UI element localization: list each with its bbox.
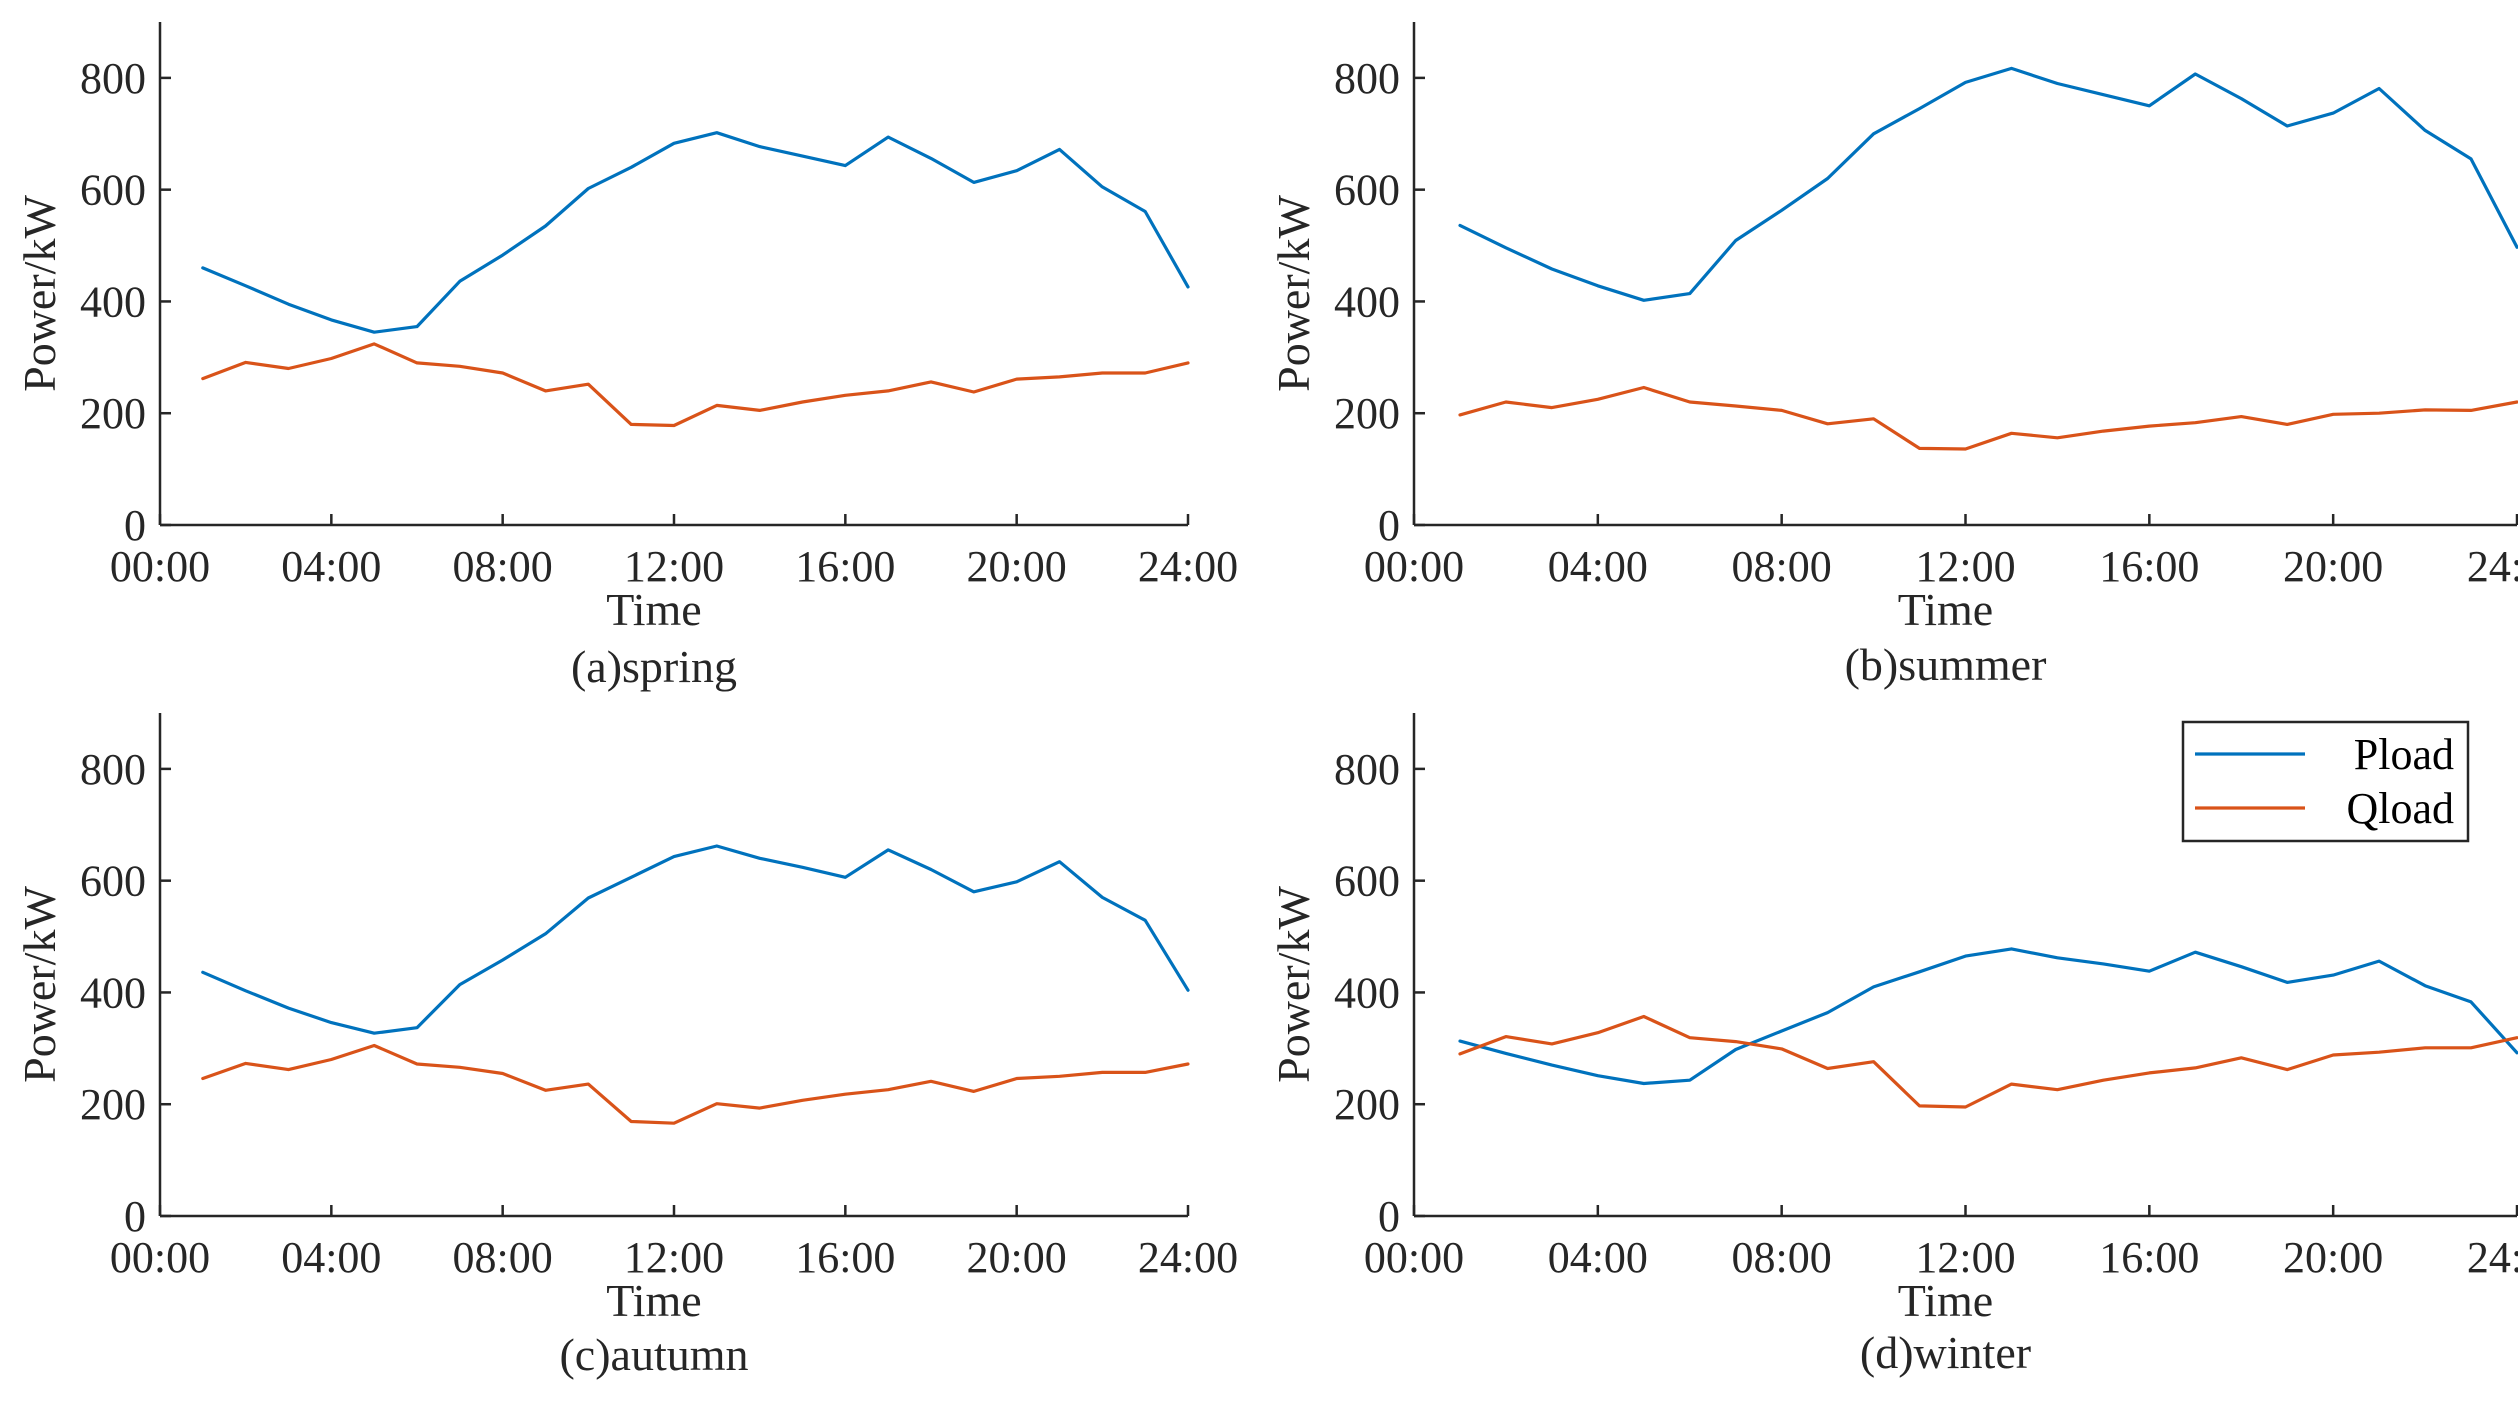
legend-box — [2181, 720, 2470, 843]
y-tick-label: 200 — [80, 389, 146, 438]
x-axis-title: Time — [1898, 584, 1993, 635]
series-line-pload — [1458, 66, 2518, 302]
series-line-pload — [201, 844, 1190, 1035]
series-line-qload — [1458, 1014, 2518, 1109]
y-axis-title: Power/kW — [1268, 886, 1319, 1083]
chart-panel-4: 0 200 400 600 800 00:00 04:00 08:00 12:00 16:00 20… — [1268, 713, 2518, 1378]
panel-caption: (a)spring — [571, 641, 737, 692]
panel-caption: (c)autumn — [559, 1329, 748, 1380]
x-tick-label: 16:00 — [2099, 1233, 2199, 1282]
x-tick-label: 16:00 — [2099, 542, 2199, 591]
y-tick-label: 600 — [1334, 857, 1400, 906]
x-tick-label: 16:00 — [795, 1233, 895, 1282]
x-tick-label: 20:00 — [2283, 1233, 2383, 1282]
x-tick-label: 04:00 — [1548, 542, 1648, 591]
y-tick-label: 800 — [80, 54, 146, 103]
x-axis-title: Time — [1898, 1275, 1993, 1326]
series-line-pload — [1458, 947, 2518, 1086]
x-tick-label: 00:00 — [1364, 1233, 1464, 1282]
x-tick-label: 12:00 — [1915, 542, 2015, 591]
y-tick-label: 0 — [124, 1192, 146, 1241]
legend-label: Qload — [2346, 784, 2454, 833]
x-tick-label: 00:00 — [110, 1233, 210, 1282]
y-tick-label: 400 — [1334, 277, 1400, 326]
x-tick-label: 24:00 — [1138, 542, 1238, 591]
series-line-qload — [1458, 385, 2518, 451]
y-tick-label: 600 — [1334, 166, 1400, 215]
y-axis-title: Power/kW — [14, 195, 65, 392]
x-tick-label: 24:00 — [1138, 1233, 1238, 1282]
y-tick-label: 200 — [80, 1080, 146, 1129]
x-tick-label: 12:00 — [1915, 1233, 2015, 1282]
x-tick-label: 20:00 — [2283, 542, 2383, 591]
x-tick-label: 00:00 — [1364, 542, 1464, 591]
y-tick-label: 200 — [1334, 1080, 1400, 1129]
series-line-qload — [201, 342, 1190, 428]
y-tick-label: 800 — [1334, 745, 1400, 794]
y-tick-label: 0 — [1378, 1192, 1400, 1241]
panel-caption: (b)summer — [1845, 639, 2047, 690]
series-line-pload — [201, 131, 1190, 334]
legend-label: Pload — [2354, 730, 2454, 779]
y-tick-label: 800 — [1334, 54, 1400, 103]
x-tick-label: 04:00 — [1548, 1233, 1648, 1282]
y-tick-label: 400 — [80, 277, 146, 326]
x-tick-label: 24:00 — [2467, 542, 2518, 591]
chart-panel-3: 0 200 400 600 800 00:00 04:00 08:00 12:00 16:00 20… — [14, 713, 1238, 1380]
y-tick-label: 400 — [80, 968, 146, 1017]
x-tick-label: 08:00 — [1732, 1233, 1832, 1282]
y-tick-label: 0 — [1378, 501, 1400, 550]
legend: Pload Qload — [2181, 720, 2470, 843]
y-tick-label: 600 — [80, 166, 146, 215]
y-axis-title: Power/kW — [1268, 195, 1319, 392]
x-tick-label: 00:00 — [110, 542, 210, 591]
y-tick-label: 0 — [124, 501, 146, 550]
y-axis-title: Power/kW — [14, 886, 65, 1083]
y-tick-label: 800 — [80, 745, 146, 794]
x-tick-label: 16:00 — [795, 542, 895, 591]
x-tick-label: 24:00 — [2467, 1233, 2518, 1282]
y-tick-label: 200 — [1334, 389, 1400, 438]
x-tick-label: 08:00 — [453, 542, 553, 591]
x-tick-label: 08:00 — [453, 1233, 553, 1282]
chart-panel-1: 0 200 400 600 800 00:00 04:00 08:00 12:00 16:00 20… — [14, 22, 1238, 692]
x-tick-label: 12:00 — [624, 542, 724, 591]
panel-caption: (d)winter — [1860, 1327, 2031, 1378]
chart-panel-2: 0 200 400 600 800 00:00 04:00 08:00 12:00 16:00 20… — [1268, 22, 2518, 690]
y-tick-label: 400 — [1334, 968, 1400, 1017]
x-tick-label: 04:00 — [281, 1233, 381, 1282]
x-tick-label: 20:00 — [967, 542, 1067, 591]
x-axis-title: Time — [606, 1275, 701, 1326]
series-line-qload — [201, 1043, 1190, 1125]
x-axis-title: Time — [606, 584, 701, 635]
x-tick-label: 20:00 — [967, 1233, 1067, 1282]
x-tick-label: 04:00 — [281, 542, 381, 591]
y-tick-label: 600 — [80, 857, 146, 906]
x-tick-label: 08:00 — [1732, 542, 1832, 591]
x-tick-label: 12:00 — [624, 1233, 724, 1282]
